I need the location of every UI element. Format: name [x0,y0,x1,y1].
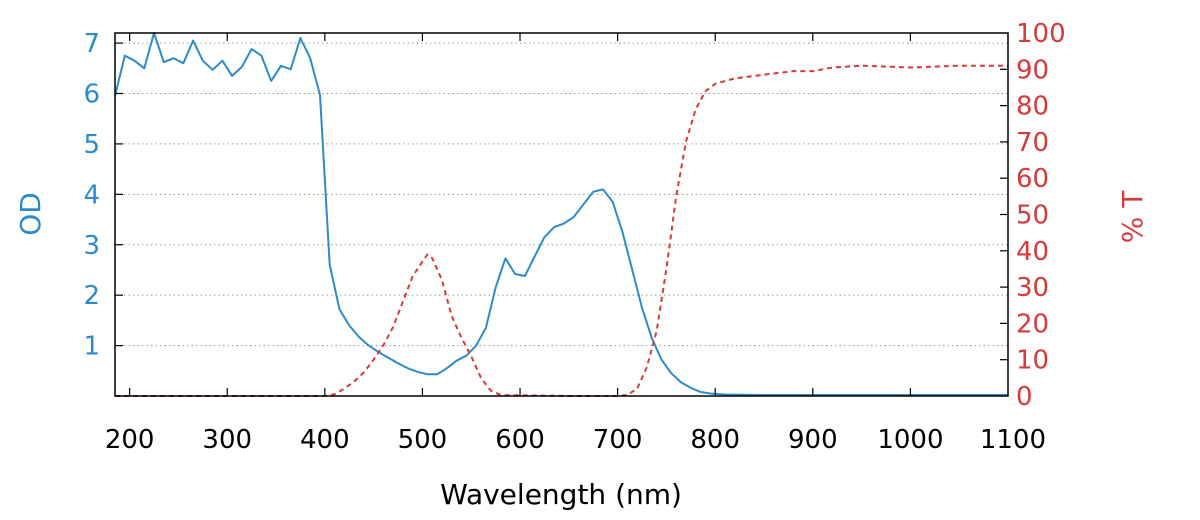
x-tick-label: 200 [105,425,155,455]
right-tick-label: 100 [1016,19,1066,49]
left-tick-label: 7 [83,29,100,59]
left-tick-label: 1 [83,332,100,362]
left-tick-label: 6 [83,80,100,110]
x-tick-label: 800 [690,425,740,455]
x-tick-label: 300 [202,425,252,455]
x-tick-label: 400 [300,425,350,455]
left-axis-title: OD [14,192,47,236]
right-tick-label: 30 [1016,273,1049,303]
left-tick-label: 2 [83,281,100,311]
right-tick-label: 40 [1016,237,1049,267]
od-series-line [114,32,1008,396]
left-tick-label: 3 [83,231,100,261]
transmission-series-line [115,64,1008,397]
x-tick-label: 700 [593,425,643,455]
right-tick-label: 50 [1016,201,1049,231]
right-tick-label: 0 [1016,382,1033,412]
series-layer [114,32,1008,397]
x-axis-title: Wavelength (nm) [440,478,682,511]
right-tick-label: 90 [1016,55,1049,85]
right-axis-title: % T [1116,190,1149,244]
x-tick-label: 900 [788,425,838,455]
x-tick-label: 1000 [877,425,943,455]
right-tick-label: 60 [1016,164,1049,194]
left-tick-label: 4 [83,180,100,210]
x-tick-label: 500 [398,425,448,455]
left-tick-label: 5 [83,130,100,160]
right-tick-label: 70 [1016,128,1049,158]
plot-frame [114,32,1009,397]
grid [115,42,1008,347]
x-tick-label: 600 [495,425,545,455]
right-tick-label: 10 [1016,346,1049,376]
ticks [115,33,1008,396]
right-tick-label: 80 [1016,92,1049,122]
x-tick-label: 1100 [980,425,1046,455]
right-tick-label: 20 [1016,309,1049,339]
